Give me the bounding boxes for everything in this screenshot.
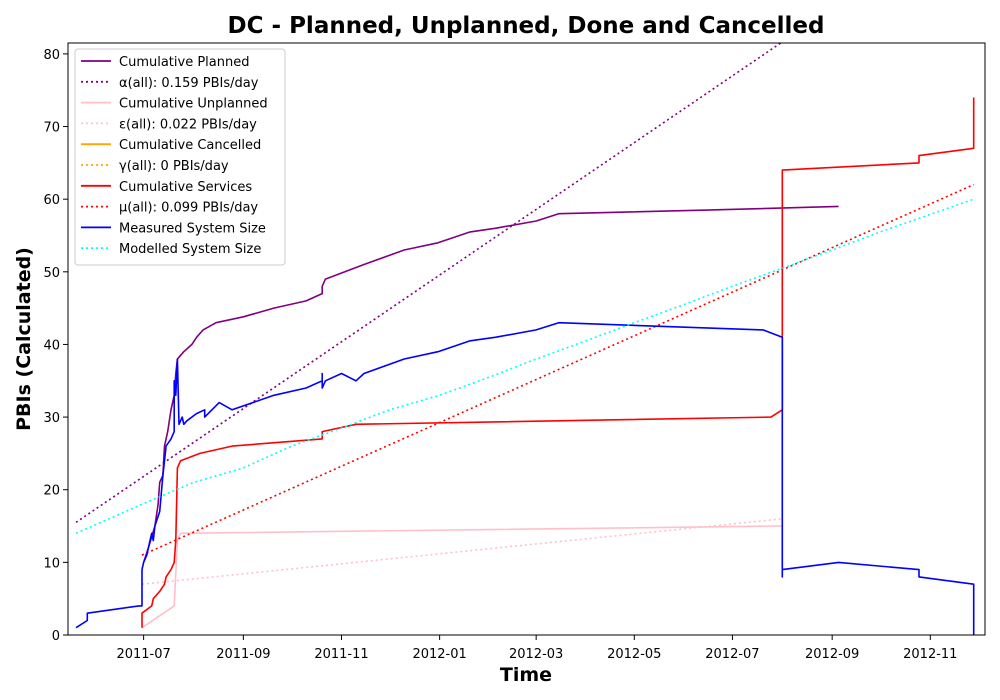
legend-entry: Cumulative Planned (119, 55, 249, 70)
y-axis: 0 10 20 30 40 50 60 70 80 (43, 48, 68, 644)
y-axis-label: PBIs (Calculated) (13, 247, 35, 431)
legend-entry: μ(all): 0.099 PBIs/day (119, 201, 258, 216)
legend-entry: ε(all): 0.022 PBIs/day (119, 117, 257, 132)
legend-entry: Cumulative Services (119, 180, 252, 195)
series-all-0-022-pbis-day (141, 518, 783, 585)
y-tick-label: 60 (43, 193, 60, 208)
legend-entry: Measured System Size (119, 221, 266, 236)
y-tick-label: 10 (43, 556, 60, 571)
series-measured-system-size (75, 321, 975, 635)
y-tick-label: 30 (43, 411, 60, 426)
x-axis: 2011-07 2011-09 2011-11 2012-01 2012-03 2012-… (116, 635, 957, 662)
x-tick-label: 2011-11 (314, 647, 368, 662)
legend-box (74, 48, 286, 266)
plot-area (67, 42, 986, 636)
x-tick-label: 2011-09 (216, 647, 270, 662)
series-cumulative-services (141, 97, 975, 628)
y-tick-label: 70 (43, 121, 60, 136)
x-tick-label: 2011-07 (116, 647, 170, 662)
x-tick-label: 2012-11 (903, 647, 957, 662)
y-tick-label: 20 (43, 484, 60, 499)
x-axis-label: Time (500, 664, 552, 686)
series-all-0-159-pbis-day (75, 43, 782, 524)
series-all-0-099-pbis-day (141, 183, 975, 556)
y-tick-label: 0 (52, 629, 60, 644)
series-layer (75, 43, 975, 635)
legend-entry: Cumulative Cancelled (119, 138, 261, 153)
x-tick-label: 2012-01 (412, 647, 466, 662)
legend-entry: α(all): 0.159 PBIs/day (119, 76, 259, 91)
plot-frame (67, 42, 986, 636)
legend-entry: Cumulative Unplanned (119, 97, 268, 112)
chart-title: DC - Planned, Unplanned, Done and Cancel… (228, 13, 825, 39)
series-modelled-system-size (75, 198, 974, 535)
y-tick-label: 40 (43, 338, 60, 353)
x-tick-label: 2012-09 (805, 647, 859, 662)
series-cumulative-unplanned (141, 525, 783, 629)
x-tick-label: 2012-05 (607, 647, 661, 662)
x-tick-label: 2012-03 (509, 647, 563, 662)
legend-entry: Modelled System Size (119, 242, 261, 257)
y-tick-label: 50 (43, 266, 60, 281)
legend-entry: γ(all): 0 PBIs/day (119, 159, 229, 174)
y-tick-label: 80 (43, 48, 60, 63)
legend: Cumulative Planned α(all): 0.159 PBIs/day… (74, 48, 286, 266)
x-tick-label: 2012-07 (705, 647, 759, 662)
